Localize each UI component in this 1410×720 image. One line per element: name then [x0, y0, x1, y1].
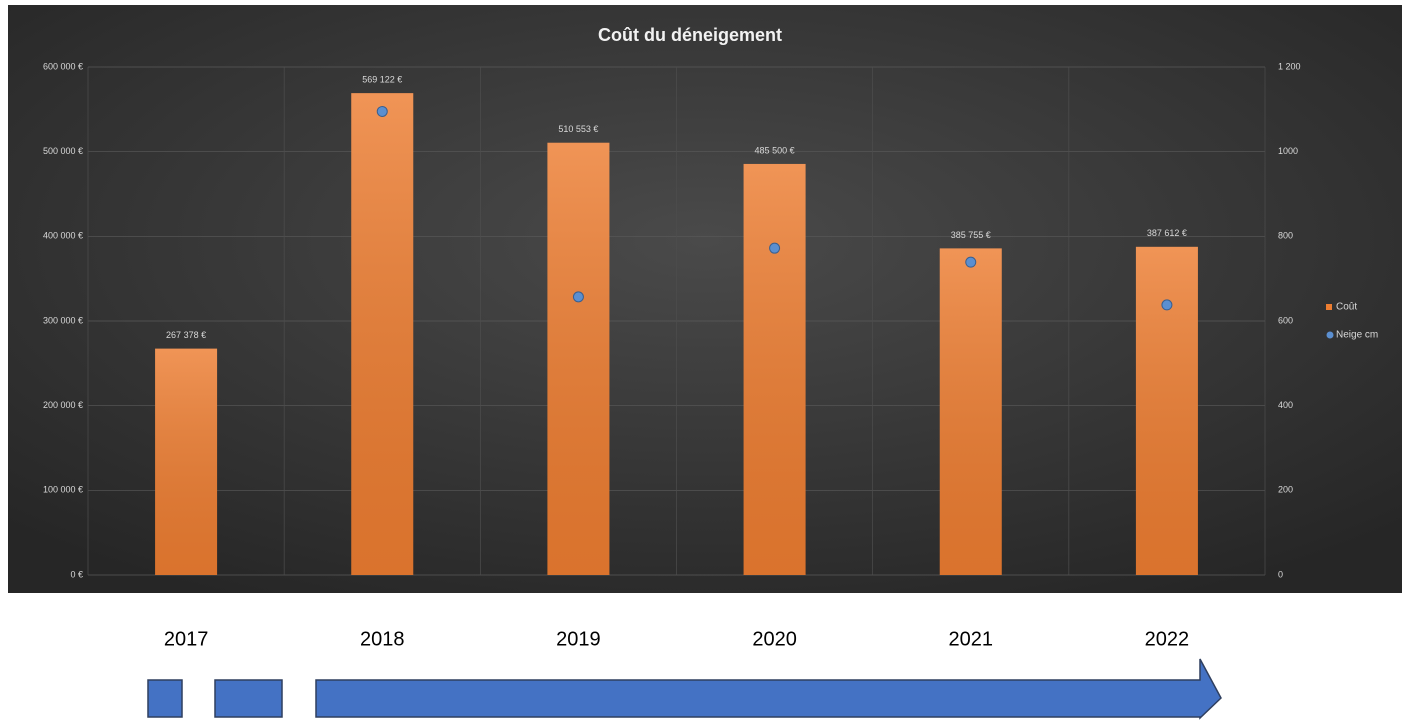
y2-tick-label: 1000 — [1278, 146, 1298, 156]
bar-shade — [743, 163, 806, 575]
bar-shade — [547, 142, 610, 575]
bar-shade — [939, 248, 1002, 575]
legend-label: Neige cm — [1336, 330, 1378, 341]
bar-shade — [351, 93, 414, 575]
year-label: 2018 — [360, 628, 405, 650]
point — [769, 242, 781, 254]
data-label: 267 378 € — [166, 330, 206, 340]
y2-tick-label: 1 200 — [1278, 61, 1301, 71]
data-label: 387 612 € — [1147, 228, 1187, 238]
data-label: 510 553 € — [558, 124, 598, 134]
y2-tick-label: 600 — [1278, 315, 1293, 325]
y2-tick-label: 400 — [1278, 400, 1293, 410]
year-label: 2022 — [1145, 628, 1190, 650]
point — [1161, 299, 1173, 311]
y2-tick-label: 200 — [1278, 485, 1293, 495]
legend-swatch — [1326, 304, 1332, 310]
y-tick-label: 400 000 € — [43, 231, 83, 241]
year-label: 2020 — [752, 628, 797, 650]
y2-tick-label: 0 — [1278, 569, 1283, 579]
y-tick-label: 100 000 € — [43, 485, 83, 495]
point — [572, 291, 584, 303]
data-label: 569 122 € — [362, 75, 402, 85]
chart-title: Coût du déneigement — [598, 25, 782, 45]
point — [376, 105, 388, 117]
bar-shade — [1135, 246, 1198, 575]
data-label: 485 500 € — [755, 145, 795, 155]
year-label: 2019 — [556, 628, 601, 650]
legend-label: Coût — [1336, 302, 1357, 313]
y-tick-label: 300 000 € — [43, 315, 83, 325]
bar-shade — [155, 348, 218, 575]
y-tick-label: 500 000 € — [43, 146, 83, 156]
data-label: 385 755 € — [951, 230, 991, 240]
year-label: 2021 — [949, 628, 994, 650]
y-tick-label: 200 000 € — [43, 400, 83, 410]
y2-tick-label: 800 — [1278, 231, 1293, 241]
y-tick-label: 0 € — [70, 569, 83, 579]
legend-swatch — [1326, 331, 1334, 339]
y-tick-label: 600 000 € — [43, 61, 83, 71]
timeline-arrow — [147, 658, 1222, 720]
point — [965, 256, 977, 268]
year-label: 2017 — [164, 628, 209, 650]
